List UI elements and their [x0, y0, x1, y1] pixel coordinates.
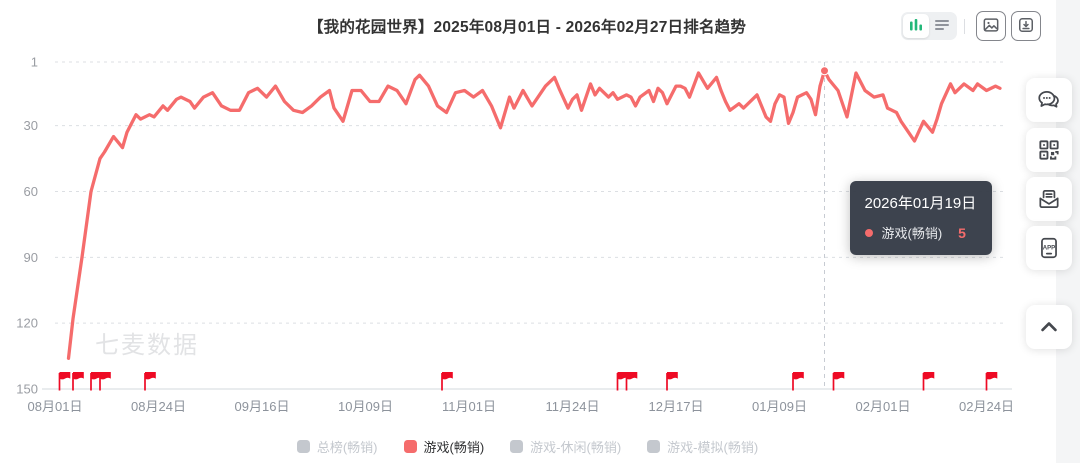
back-to-top-button[interactable] — [1026, 305, 1072, 349]
x-tick-label: 09月16日 — [235, 399, 290, 414]
x-tick-label: 11月01日 — [442, 399, 496, 414]
version-flag-icon[interactable] — [441, 372, 453, 391]
x-tick-label: 10月09日 — [338, 399, 393, 414]
feedback-chat-button[interactable] — [1026, 78, 1072, 122]
download-icon — [1016, 15, 1036, 38]
qrcode-button[interactable] — [1026, 128, 1072, 172]
x-tick-label: 02月24日 — [959, 399, 1014, 414]
export-image-button[interactable] — [976, 11, 1006, 41]
download-data-button[interactable] — [1011, 11, 1041, 41]
legend-item[interactable]: 总榜(畅销) — [296, 437, 378, 456]
legend-label: 游戏-模拟(畅销) — [667, 440, 759, 455]
chat-bubble-icon — [1036, 87, 1062, 113]
y-tick-label: 30 — [24, 118, 38, 133]
y-tick-label: 120 — [16, 316, 38, 331]
watermark: 七麦数据 — [95, 332, 199, 359]
version-flag-icon[interactable] — [144, 372, 156, 391]
x-tick-label: 01月09日 — [752, 399, 807, 414]
version-flag-icon[interactable] — [616, 372, 629, 391]
table-view-button[interactable] — [929, 14, 955, 38]
y-tick-label: 90 — [24, 250, 38, 265]
chevron-up-icon — [1035, 313, 1063, 341]
version-flag-icon[interactable] — [832, 372, 845, 391]
rank-trend-chart[interactable]: 七麦数据 1 30 60 90 120 150 08月01日 08月24日 09月16日 10月09… — [0, 0, 1080, 425]
legend-item[interactable]: 游戏-休闲(畅销) — [510, 437, 621, 456]
app-download-button[interactable]: APP — [1026, 226, 1072, 270]
qr-code-icon — [1036, 137, 1062, 163]
version-flags — [58, 372, 998, 391]
x-axis: 08月01日 08月24日 09月16日 10月09日 11月01日 11月24日 12月1… — [28, 399, 1014, 414]
version-flag-icon[interactable] — [666, 372, 678, 391]
legend-item[interactable]: 游戏(畅销) — [403, 437, 485, 456]
version-flag-icon[interactable] — [72, 372, 84, 391]
version-flag-icon[interactable] — [625, 372, 638, 391]
y-tick-label: 1 — [31, 55, 38, 70]
y-tick-label: 60 — [24, 184, 38, 199]
legend-item[interactable]: 游戏-模拟(畅销) — [647, 437, 758, 456]
x-tick-label: 11月24日 — [546, 399, 600, 414]
x-tick-label: 08月24日 — [131, 399, 186, 414]
highlight-point — [820, 66, 829, 76]
chart-toolbar — [901, 11, 1046, 41]
bar-chart-icon — [906, 15, 926, 38]
legend: 总榜(畅销) 游戏(畅销) 游戏-休闲(畅销) 游戏-模拟(畅销) — [0, 437, 1055, 456]
page-title: 【我的花园世界】2025年08月01日 - 2026年02月27日排名趋势 — [307, 19, 747, 36]
legend-label: 游戏-休闲(畅销) — [530, 440, 622, 455]
x-tick-label: 12月17日 — [649, 399, 704, 414]
chart-view-button[interactable] — [903, 14, 929, 38]
x-tick-label: 02月01日 — [856, 399, 911, 414]
legend-label: 游戏(畅销) — [423, 440, 485, 455]
legend-swatch-icon — [510, 440, 524, 453]
y-axis: 1 30 60 90 120 150 — [16, 55, 1012, 397]
toolbar-divider — [964, 18, 965, 34]
legend-swatch-icon — [403, 440, 417, 453]
image-icon — [981, 15, 1001, 38]
version-flag-icon[interactable] — [922, 372, 935, 391]
legend-label: 总榜(畅销) — [316, 440, 378, 455]
version-flag-icon[interactable] — [90, 372, 102, 391]
x-tick-label: 08月01日 — [28, 399, 83, 414]
mail-icon — [1036, 186, 1062, 212]
report-mail-button[interactable] — [1026, 177, 1072, 221]
svg-text:APP: APP — [1043, 246, 1055, 252]
version-flag-icon[interactable] — [58, 372, 71, 391]
version-flag-icon[interactable] — [985, 372, 998, 391]
app-phone-icon: APP — [1036, 235, 1062, 261]
version-flag-icon[interactable] — [792, 372, 804, 391]
rank-trend-line[interactable] — [66, 69, 1002, 360]
list-icon — [932, 15, 952, 38]
chart-view-toggle — [901, 12, 957, 40]
legend-swatch-icon — [296, 440, 310, 453]
y-tick-label: 150 — [16, 382, 38, 397]
version-flag-icon[interactable] — [99, 372, 111, 391]
legend-swatch-icon — [647, 440, 661, 453]
